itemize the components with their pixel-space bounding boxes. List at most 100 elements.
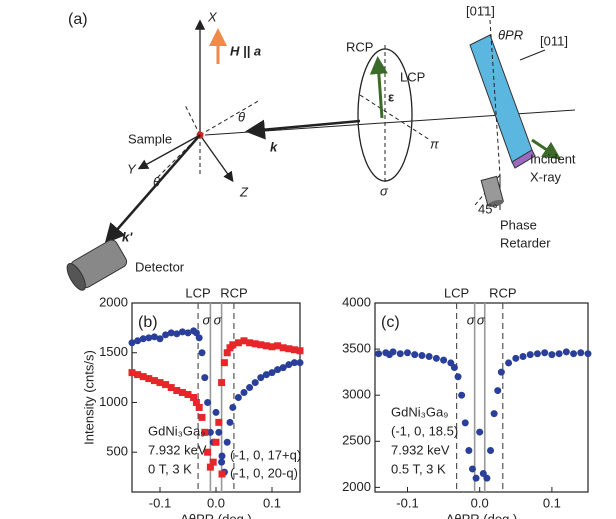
legend-marker bbox=[218, 452, 226, 460]
y-tick-label: 1000 bbox=[99, 394, 128, 409]
annotation: 7.932 keV bbox=[391, 442, 450, 457]
point bbox=[584, 350, 592, 358]
point bbox=[476, 428, 484, 436]
label: [011] bbox=[540, 33, 568, 48]
epsilon-arrow bbox=[369, 56, 388, 119]
y-tick-label: 2000 bbox=[342, 479, 371, 494]
point bbox=[192, 398, 200, 406]
point bbox=[128, 339, 136, 347]
point bbox=[167, 329, 175, 337]
point bbox=[201, 428, 209, 436]
diagram: (a) X H || a Sample Y Z θ θ k k' Detecto… bbox=[66, 3, 576, 291]
point bbox=[204, 448, 212, 456]
reference-label: RCP bbox=[220, 285, 247, 300]
point bbox=[440, 356, 448, 364]
point bbox=[541, 349, 549, 357]
label: X bbox=[207, 9, 218, 24]
reference-label: LCP bbox=[444, 285, 469, 300]
label: π bbox=[430, 136, 439, 151]
point bbox=[229, 403, 237, 411]
point bbox=[487, 447, 495, 455]
point bbox=[173, 330, 181, 338]
point bbox=[274, 366, 282, 374]
point bbox=[162, 331, 170, 339]
point bbox=[458, 391, 466, 399]
point bbox=[223, 349, 231, 357]
y-tick-label: 1500 bbox=[99, 344, 128, 359]
guide bbox=[184, 104, 201, 136]
axis bbox=[199, 134, 234, 183]
point bbox=[425, 352, 433, 360]
point bbox=[240, 337, 248, 345]
point bbox=[483, 474, 491, 482]
point bbox=[296, 359, 304, 367]
point bbox=[461, 419, 469, 427]
point bbox=[274, 342, 282, 350]
legend-label: (-1, 0, 20-q) bbox=[230, 465, 298, 480]
point bbox=[190, 394, 198, 401]
label: RCP bbox=[346, 39, 373, 54]
point bbox=[128, 369, 136, 377]
x-tick-label: 0.0 bbox=[207, 495, 225, 510]
point bbox=[290, 346, 298, 354]
point bbox=[212, 408, 220, 416]
label: X-ray bbox=[530, 169, 562, 184]
point bbox=[279, 344, 287, 352]
y-tick-label: 4000 bbox=[342, 294, 371, 309]
label: Retarder bbox=[500, 235, 551, 250]
label: Z bbox=[239, 184, 249, 199]
point bbox=[246, 384, 254, 392]
point bbox=[490, 410, 498, 418]
point bbox=[411, 351, 419, 359]
point bbox=[285, 361, 293, 369]
point bbox=[454, 373, 462, 381]
reference-label: σ bbox=[477, 312, 486, 327]
phase-plate bbox=[469, 34, 533, 163]
point bbox=[195, 334, 203, 342]
point bbox=[512, 354, 520, 362]
y-tick-label: 2500 bbox=[342, 433, 371, 448]
annotation: 0 T, 3 K bbox=[148, 461, 192, 476]
label: H || a bbox=[230, 43, 261, 58]
label: Sample bbox=[128, 131, 172, 146]
point bbox=[156, 335, 164, 343]
label: Phase bbox=[500, 217, 537, 232]
point bbox=[548, 351, 556, 359]
label: θ bbox=[238, 109, 245, 124]
point bbox=[418, 352, 426, 360]
point bbox=[251, 340, 259, 348]
point bbox=[234, 339, 242, 347]
y-tick-label: 3500 bbox=[342, 341, 371, 356]
point bbox=[389, 348, 397, 356]
x-tick-label: 0.1 bbox=[263, 495, 281, 510]
legend-marker bbox=[218, 470, 226, 478]
point bbox=[206, 463, 214, 471]
panel-label: (a) bbox=[68, 11, 88, 28]
point bbox=[555, 350, 563, 358]
point bbox=[472, 474, 480, 482]
point bbox=[145, 375, 153, 383]
k-out-arrow bbox=[104, 134, 201, 244]
label: σ bbox=[380, 183, 389, 198]
point bbox=[279, 364, 287, 372]
reference-label: RCP bbox=[489, 285, 516, 300]
panel-label: (b) bbox=[138, 314, 158, 331]
annotation: GdNi₃Ga₉ bbox=[148, 423, 205, 438]
point bbox=[139, 373, 147, 381]
label: θPR bbox=[498, 27, 523, 42]
point bbox=[178, 389, 186, 397]
point bbox=[465, 447, 473, 455]
point bbox=[296, 347, 304, 355]
point bbox=[162, 381, 170, 389]
guide bbox=[489, 19, 501, 176]
annotation: (-1, 0, 18.5) bbox=[391, 423, 458, 438]
point bbox=[139, 335, 147, 343]
point bbox=[450, 364, 458, 372]
point bbox=[505, 359, 513, 367]
label: Y bbox=[127, 161, 137, 176]
point bbox=[262, 371, 270, 379]
point bbox=[209, 458, 217, 466]
point bbox=[226, 418, 234, 426]
reference-label: σ bbox=[202, 312, 211, 327]
